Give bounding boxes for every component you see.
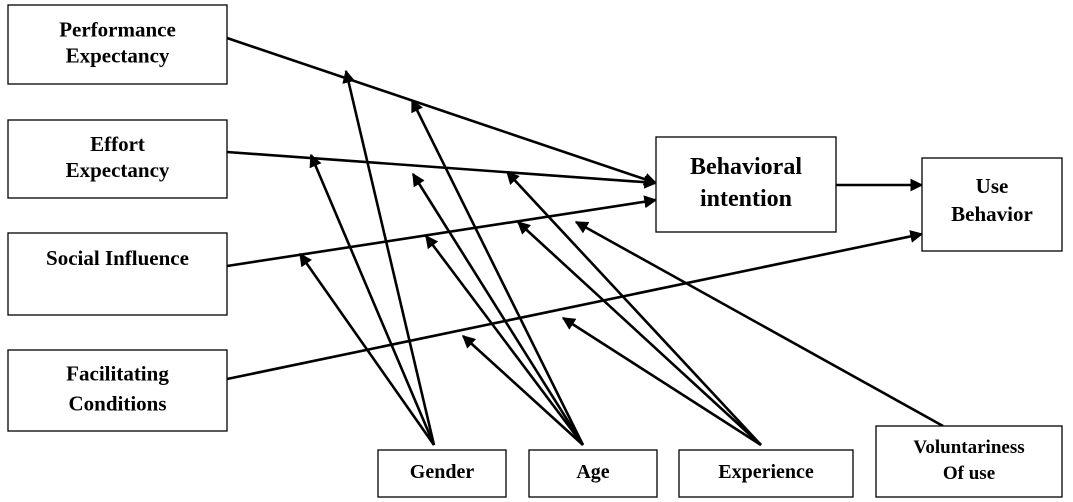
arrow-voluntariness-of-use-to-social-influence-path bbox=[574, 220, 944, 428]
node-label-line: Conditions bbox=[68, 391, 166, 415]
node-box bbox=[921, 157, 1063, 252]
arrow-social-influence-to-behavioral-intention bbox=[226, 195, 658, 268]
node-label-line: Social Influence bbox=[46, 246, 189, 270]
node-label-line: Behavioral bbox=[690, 154, 802, 180]
node-box bbox=[7, 4, 228, 85]
node-box bbox=[655, 136, 837, 233]
arrow-facilitating-conditions-to-use-behavior bbox=[226, 230, 924, 381]
arrow-gender-to-social-influence-path bbox=[298, 252, 436, 446]
node-label-line: Behavior bbox=[951, 202, 1033, 226]
arrow-experience-to-effort-expectancy-path bbox=[506, 171, 762, 446]
node-label-line: Expectancy bbox=[66, 158, 170, 182]
node-label-line: intention bbox=[700, 186, 792, 212]
node-label-line: Of use bbox=[943, 463, 995, 484]
node-label-line: Use bbox=[976, 174, 1009, 198]
node-label-line: Age bbox=[576, 461, 609, 483]
node-box bbox=[528, 449, 658, 498]
node-social-influence: Social Influence bbox=[7, 232, 228, 316]
node-behavioral-intention: Behavioral intention bbox=[655, 136, 837, 233]
arrow-age-to-social-influence-path bbox=[424, 234, 585, 446]
node-box bbox=[875, 425, 1063, 498]
node-box bbox=[7, 232, 228, 316]
node-use-behavior: Use Behavior bbox=[921, 157, 1063, 252]
node-gender: Gender bbox=[377, 449, 507, 498]
arrow-age-to-performance-expectancy-path bbox=[410, 98, 585, 446]
node-box bbox=[7, 119, 228, 199]
node-label-line: Effort bbox=[90, 132, 145, 156]
node-label-line: Gender bbox=[410, 461, 475, 483]
arrow-performance-expectancy-to-behavioral-intention bbox=[226, 36, 658, 186]
node-box bbox=[377, 449, 507, 498]
node-experience: Experience bbox=[678, 449, 854, 498]
arrow-effort-expectancy-to-behavioral-intention bbox=[226, 150, 658, 189]
node-facilitating-conditions: Facilitating Conditions bbox=[7, 349, 228, 432]
node-label-line: Performance bbox=[59, 17, 176, 41]
arrow-gender-to-performance-expectancy-path bbox=[342, 69, 436, 446]
node-label-line: Voluntariness bbox=[913, 437, 1024, 458]
node-label-line: Experience bbox=[718, 461, 814, 483]
node-label-line: Facilitating bbox=[66, 361, 169, 385]
node-box bbox=[678, 449, 854, 498]
arrow-age-to-effort-expectancy-path bbox=[411, 172, 585, 446]
arrow-gender-to-effort-expectancy-path bbox=[309, 153, 436, 446]
arrow-age-to-facilitating-conditions-path bbox=[462, 335, 584, 446]
arrow-experience-to-social-influence-path bbox=[517, 221, 762, 446]
node-label-line: Expectancy bbox=[66, 43, 170, 67]
arrow-experience-to-facilitating-conditions-path bbox=[561, 316, 762, 447]
node-voluntariness-of-use: Voluntariness Of use bbox=[875, 425, 1063, 498]
node-box bbox=[7, 349, 228, 432]
nodes-layer: PerformanceExpectancyEffortExpectancySoc… bbox=[7, 4, 1063, 498]
edges-layer bbox=[226, 36, 944, 447]
node-age: Age bbox=[528, 449, 658, 498]
